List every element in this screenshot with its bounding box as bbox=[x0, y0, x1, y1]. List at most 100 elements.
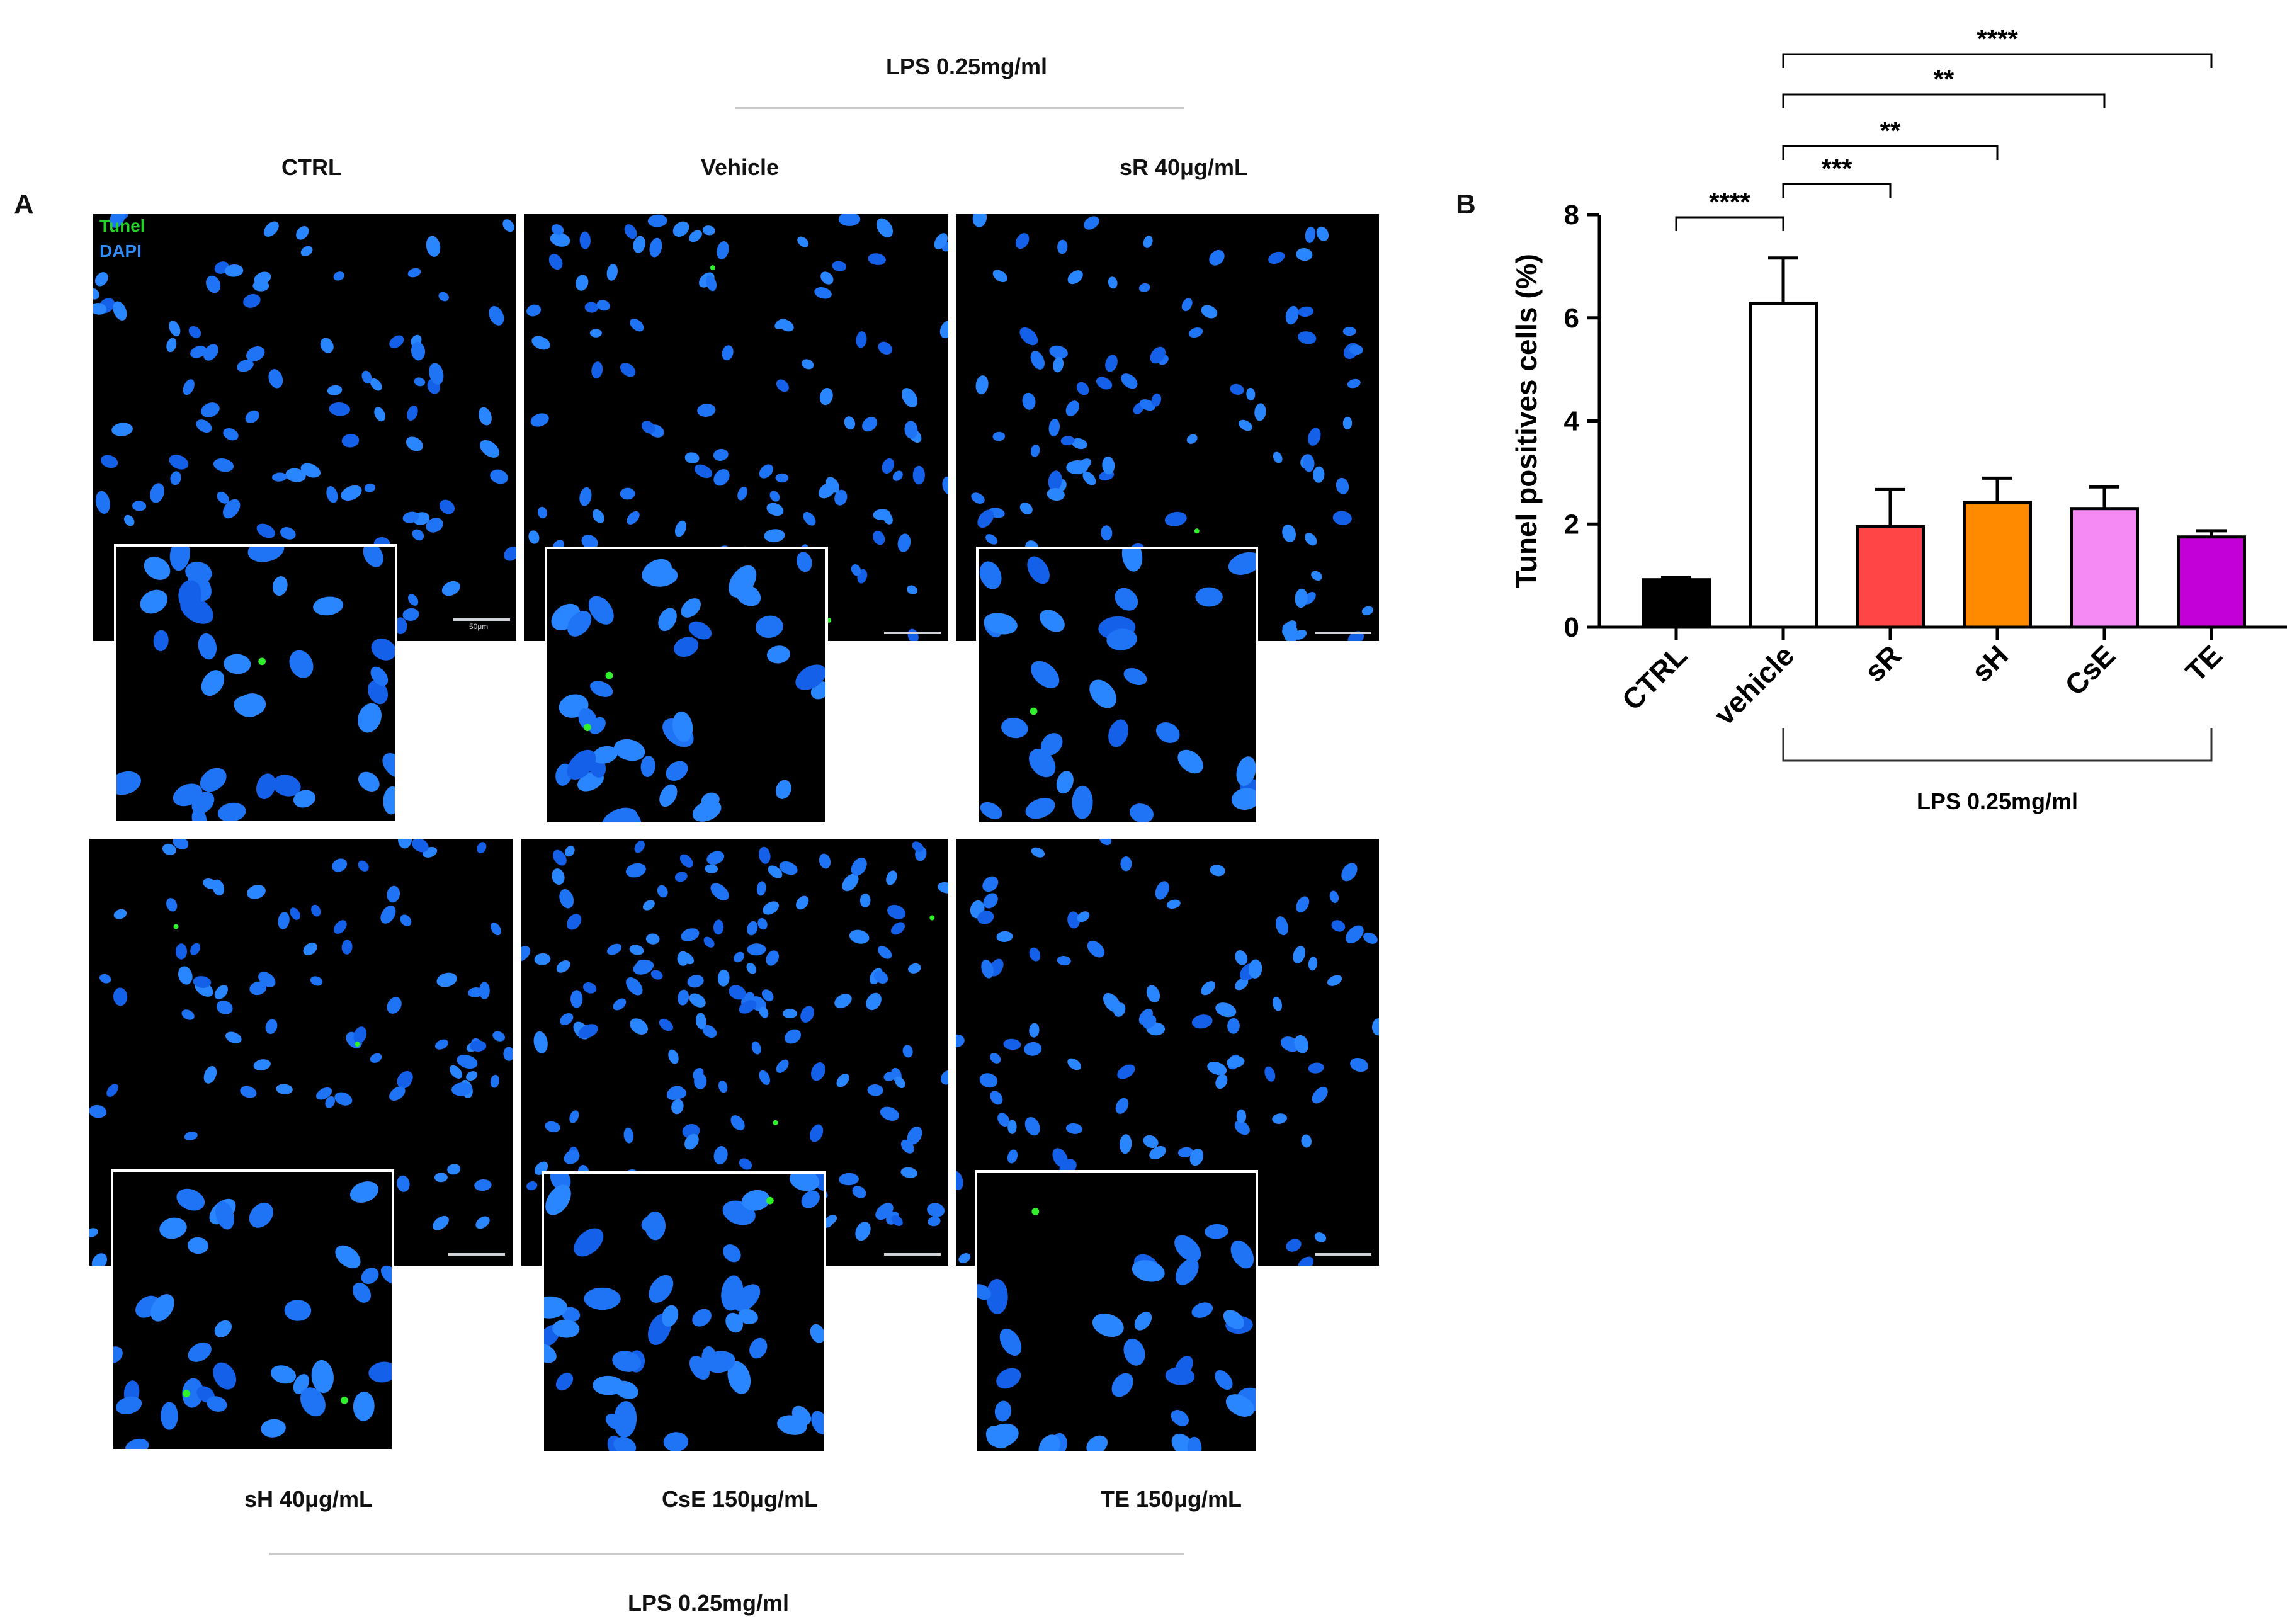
nucleus bbox=[759, 1006, 769, 1018]
nucleus bbox=[1349, 344, 1363, 355]
nucleus bbox=[1286, 1239, 1302, 1252]
nucleus bbox=[1205, 1224, 1228, 1239]
nucleus bbox=[985, 1426, 1010, 1449]
nucleus bbox=[1102, 456, 1115, 475]
nucleus bbox=[642, 559, 672, 584]
nucleus bbox=[1057, 239, 1068, 254]
nucleus bbox=[766, 503, 784, 516]
bar-ctrl bbox=[1642, 578, 1711, 629]
nucleus bbox=[629, 945, 644, 955]
inset-ctrl bbox=[114, 544, 397, 824]
nucleus bbox=[992, 270, 1008, 283]
nucleus bbox=[252, 280, 269, 292]
nucleus bbox=[581, 535, 598, 550]
nucleus bbox=[868, 253, 886, 265]
nucleus bbox=[1246, 387, 1256, 401]
nucleus bbox=[335, 1245, 361, 1269]
nucleus bbox=[534, 953, 551, 965]
nucleus bbox=[247, 547, 285, 562]
nucleus bbox=[986, 1279, 1008, 1314]
nucleus bbox=[634, 841, 645, 853]
nucleus bbox=[387, 885, 400, 903]
bottom-lps-label: LPS 0.25mg/ml bbox=[627, 1590, 790, 1616]
nucleus bbox=[203, 344, 218, 361]
significance-bracket bbox=[1782, 183, 1892, 198]
nucleus bbox=[1022, 392, 1036, 410]
significance-label: ** bbox=[1934, 64, 1954, 94]
y-tick-label: 4 bbox=[1564, 406, 1580, 437]
nucleus bbox=[689, 993, 706, 1008]
bar-sr bbox=[1856, 525, 1925, 629]
nucleus bbox=[383, 786, 395, 815]
nucleus bbox=[875, 1203, 894, 1220]
nucleus bbox=[564, 1150, 580, 1164]
nucleus bbox=[672, 711, 693, 742]
nucleus bbox=[668, 1049, 679, 1064]
nucleus bbox=[1361, 606, 1373, 616]
nucleus bbox=[613, 1436, 637, 1451]
nucleus bbox=[1092, 1313, 1124, 1337]
nucleus bbox=[296, 225, 309, 240]
nucleus bbox=[162, 843, 176, 855]
nucleus bbox=[434, 1039, 449, 1050]
nucleus bbox=[491, 922, 501, 936]
nucleus bbox=[1111, 1373, 1133, 1397]
nucleus bbox=[370, 378, 382, 391]
nucleus bbox=[1031, 661, 1060, 688]
nucleus bbox=[370, 666, 389, 686]
tunel-positive-dot bbox=[1030, 707, 1038, 715]
nucleus bbox=[1029, 947, 1041, 962]
nucleus bbox=[717, 241, 729, 259]
nucleus bbox=[161, 1402, 178, 1430]
nucleus bbox=[626, 977, 643, 996]
significance-bracket bbox=[1782, 145, 1999, 160]
nucleus bbox=[759, 1070, 771, 1085]
nucleus bbox=[718, 1080, 728, 1093]
nucleus bbox=[757, 917, 768, 930]
nucleus bbox=[637, 960, 650, 970]
nucleus bbox=[407, 594, 419, 606]
nucleus bbox=[1138, 283, 1150, 292]
nucleus bbox=[701, 792, 720, 808]
nucleus bbox=[124, 514, 135, 526]
nucleus bbox=[188, 326, 201, 338]
nucleus bbox=[578, 708, 598, 731]
nucleus bbox=[723, 1244, 741, 1263]
nucleus bbox=[567, 611, 592, 637]
nucleus bbox=[193, 976, 212, 988]
nucleus bbox=[1227, 1018, 1240, 1034]
nucleus bbox=[1048, 418, 1060, 437]
nucleus bbox=[1347, 378, 1361, 389]
nucleus bbox=[1225, 1394, 1255, 1417]
nucleus bbox=[1084, 216, 1099, 230]
nucleus bbox=[225, 1031, 242, 1043]
nucleus bbox=[140, 589, 168, 614]
nucleus bbox=[851, 564, 861, 576]
nucleus bbox=[400, 914, 412, 926]
nucleus bbox=[1143, 1135, 1159, 1149]
nucleus bbox=[249, 981, 267, 996]
nucleus bbox=[1003, 1038, 1021, 1050]
nucleus bbox=[502, 219, 514, 232]
nucleus bbox=[849, 929, 870, 944]
nucleus bbox=[402, 608, 419, 621]
nucleus bbox=[313, 596, 344, 616]
nucleus bbox=[353, 1391, 375, 1421]
nucleus bbox=[1236, 1109, 1247, 1123]
label-vehicle: Vehicle bbox=[700, 154, 780, 180]
nucleus bbox=[533, 1031, 548, 1053]
nucleus bbox=[1065, 400, 1079, 416]
nucleus bbox=[93, 288, 99, 300]
nucleus bbox=[982, 876, 999, 892]
nucleus bbox=[796, 552, 812, 572]
nucleus bbox=[747, 921, 758, 936]
nucleus bbox=[358, 771, 380, 792]
nucleus bbox=[215, 1201, 234, 1230]
x-tick-label-te: TE bbox=[2179, 639, 2228, 688]
nucleus bbox=[659, 784, 678, 807]
nucleus bbox=[1210, 865, 1225, 877]
nucleus bbox=[1108, 276, 1118, 289]
nucleus bbox=[276, 1084, 293, 1094]
nucleus bbox=[371, 638, 395, 661]
nucleus bbox=[641, 421, 655, 434]
